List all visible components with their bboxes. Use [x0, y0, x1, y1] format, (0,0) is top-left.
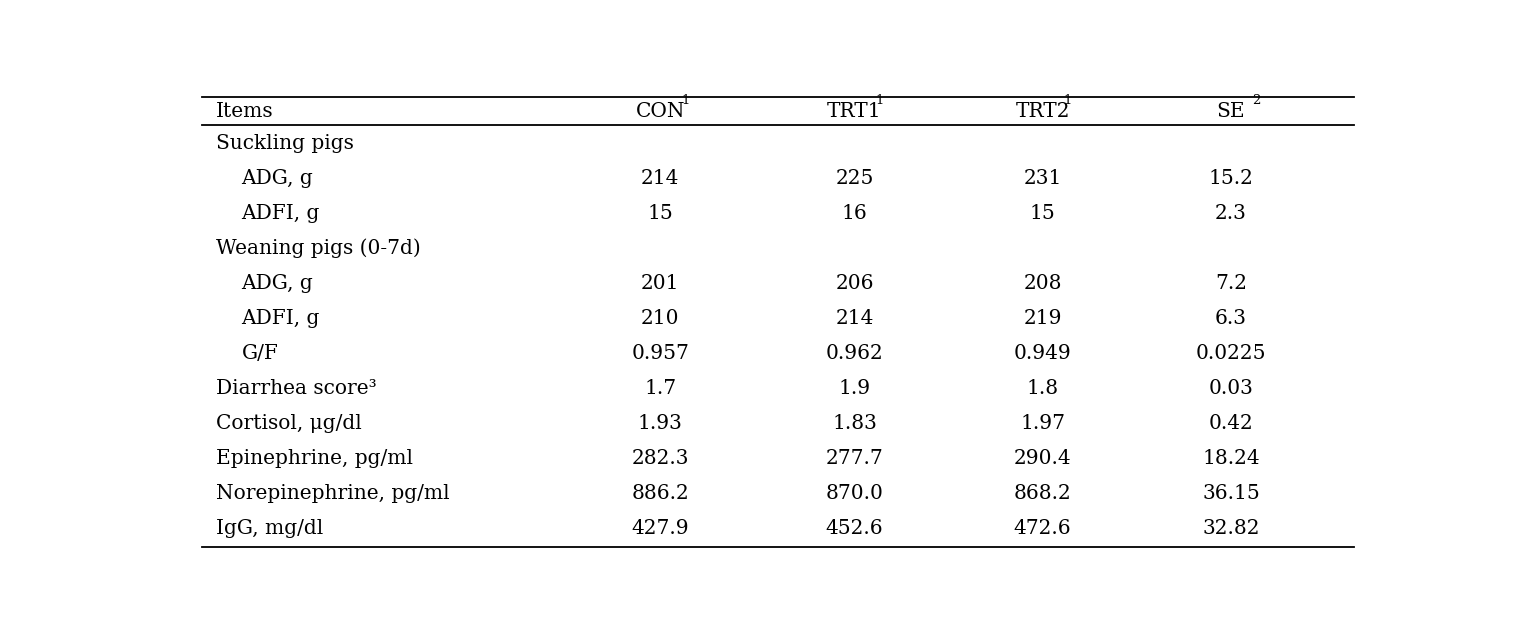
Text: 290.4: 290.4: [1014, 449, 1072, 468]
Text: 0.957: 0.957: [631, 344, 689, 363]
Text: 0.0225: 0.0225: [1196, 344, 1266, 363]
Text: Suckling pigs: Suckling pigs: [216, 134, 354, 153]
Text: 16: 16: [841, 204, 867, 223]
Text: ADFI, g: ADFI, g: [241, 309, 320, 328]
Text: SE: SE: [1216, 102, 1245, 121]
Text: 15: 15: [648, 204, 672, 223]
Text: 206: 206: [835, 274, 874, 293]
Text: Weaning pigs (0-7d): Weaning pigs (0-7d): [216, 238, 420, 258]
Text: 214: 214: [835, 309, 874, 328]
Text: 214: 214: [641, 168, 680, 188]
Text: 0.42: 0.42: [1208, 414, 1254, 433]
Text: 36.15: 36.15: [1202, 484, 1260, 504]
Text: Epinephrine, pg/ml: Epinephrine, pg/ml: [216, 449, 413, 468]
Text: 1.8: 1.8: [1026, 379, 1058, 398]
Text: 0.962: 0.962: [826, 344, 883, 363]
Text: 6.3: 6.3: [1214, 309, 1246, 328]
Text: IgG, mg/dl: IgG, mg/dl: [216, 519, 323, 539]
Text: 277.7: 277.7: [826, 449, 883, 468]
Text: 1.83: 1.83: [832, 414, 877, 433]
Text: 452.6: 452.6: [826, 519, 883, 539]
Text: 2: 2: [1252, 94, 1260, 107]
Text: 1: 1: [682, 94, 689, 107]
Text: 32.82: 32.82: [1202, 519, 1260, 539]
Text: 472.6: 472.6: [1014, 519, 1072, 539]
Text: Cortisol, μg/dl: Cortisol, μg/dl: [216, 414, 361, 433]
Text: Diarrhea score³: Diarrhea score³: [216, 379, 376, 398]
Text: 201: 201: [641, 274, 680, 293]
Text: 870.0: 870.0: [826, 484, 883, 504]
Text: 0.949: 0.949: [1014, 344, 1072, 363]
Text: 7.2: 7.2: [1214, 274, 1246, 293]
Text: 210: 210: [641, 309, 680, 328]
Text: 1.7: 1.7: [644, 379, 677, 398]
Text: 1.97: 1.97: [1020, 414, 1066, 433]
Text: 225: 225: [835, 168, 874, 188]
Text: 15: 15: [1029, 204, 1055, 223]
Text: 2.3: 2.3: [1214, 204, 1246, 223]
Text: 15.2: 15.2: [1208, 168, 1254, 188]
Text: Norepinephrine, pg/ml: Norepinephrine, pg/ml: [216, 484, 449, 504]
Text: 231: 231: [1023, 168, 1063, 188]
Text: ADG, g: ADG, g: [241, 168, 313, 188]
Text: 427.9: 427.9: [631, 519, 689, 539]
Text: 1.9: 1.9: [838, 379, 870, 398]
Text: Items: Items: [216, 102, 273, 121]
Text: ADFI, g: ADFI, g: [241, 204, 320, 223]
Text: G/F: G/F: [241, 344, 278, 363]
Text: 282.3: 282.3: [631, 449, 689, 468]
Text: 208: 208: [1023, 274, 1063, 293]
Text: 219: 219: [1023, 309, 1063, 328]
Text: 1: 1: [876, 94, 883, 107]
Text: CON: CON: [636, 102, 685, 121]
Text: 1: 1: [1064, 94, 1072, 107]
Text: 0.03: 0.03: [1208, 379, 1254, 398]
Text: TRT2: TRT2: [1016, 102, 1070, 121]
Text: 886.2: 886.2: [631, 484, 689, 504]
Text: 18.24: 18.24: [1202, 449, 1260, 468]
Text: TRT1: TRT1: [827, 102, 882, 121]
Text: 868.2: 868.2: [1014, 484, 1072, 504]
Text: ADG, g: ADG, g: [241, 274, 313, 293]
Text: 1.93: 1.93: [638, 414, 683, 433]
